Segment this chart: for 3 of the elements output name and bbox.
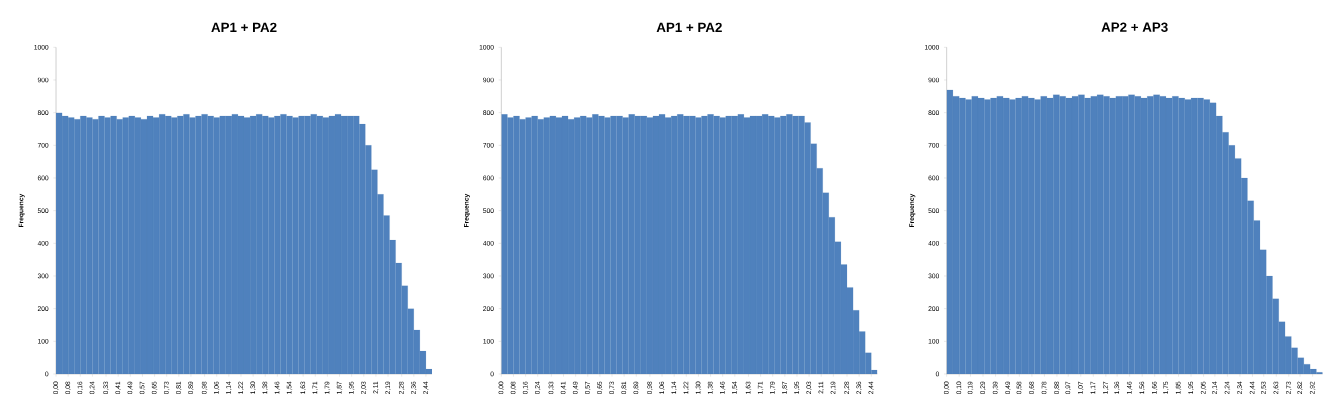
chart-title: AP1 + PA2	[656, 22, 722, 32]
chart-title: AP2 + AP3	[1101, 22, 1168, 32]
chart-title: AP1 + PA2	[211, 22, 277, 32]
